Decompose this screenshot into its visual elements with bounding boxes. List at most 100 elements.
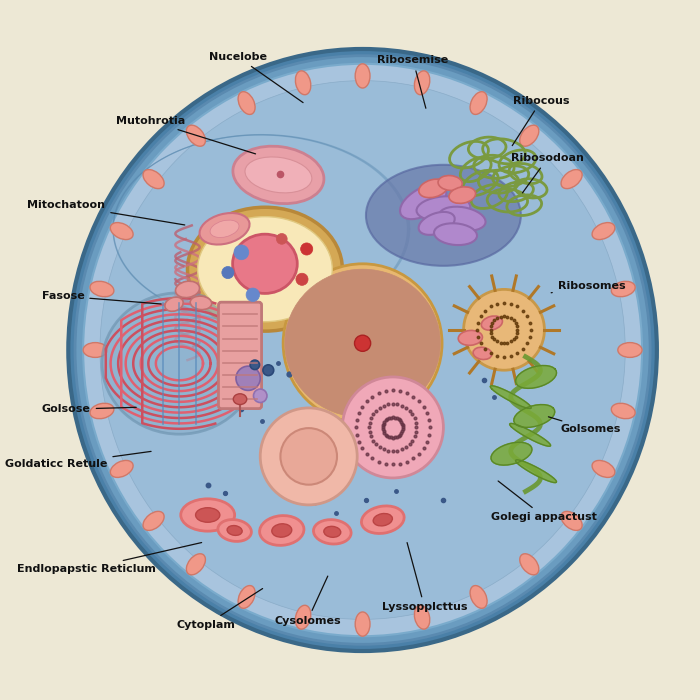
Text: Golsose: Golsose	[42, 405, 136, 414]
Text: Lyssopplcttus: Lyssopplcttus	[382, 542, 468, 612]
Ellipse shape	[195, 508, 220, 522]
Ellipse shape	[102, 293, 257, 434]
Ellipse shape	[561, 169, 582, 188]
Ellipse shape	[263, 365, 274, 376]
Text: Cytoplam: Cytoplam	[177, 589, 262, 630]
Ellipse shape	[323, 306, 402, 381]
Text: Endlopapstic Reticlum: Endlopapstic Reticlum	[17, 542, 202, 574]
Ellipse shape	[296, 273, 308, 286]
Ellipse shape	[327, 309, 398, 377]
Ellipse shape	[233, 394, 247, 405]
Ellipse shape	[373, 514, 393, 526]
Ellipse shape	[75, 56, 650, 644]
Ellipse shape	[250, 360, 260, 370]
Ellipse shape	[592, 461, 615, 477]
Ellipse shape	[355, 612, 370, 636]
Ellipse shape	[100, 80, 625, 620]
Ellipse shape	[470, 92, 487, 114]
Ellipse shape	[197, 217, 332, 322]
Text: Cysolomes: Cysolomes	[274, 576, 341, 626]
Ellipse shape	[611, 281, 635, 297]
Ellipse shape	[245, 157, 312, 193]
Ellipse shape	[143, 512, 164, 531]
Ellipse shape	[238, 586, 255, 608]
Ellipse shape	[482, 316, 503, 330]
Ellipse shape	[302, 286, 424, 401]
Polygon shape	[491, 442, 532, 465]
Ellipse shape	[463, 289, 545, 370]
FancyBboxPatch shape	[218, 302, 262, 409]
Ellipse shape	[357, 338, 368, 349]
Text: Fasose: Fasose	[41, 291, 161, 304]
Ellipse shape	[300, 243, 313, 255]
Ellipse shape	[353, 334, 372, 353]
Ellipse shape	[111, 461, 133, 477]
Ellipse shape	[210, 220, 239, 237]
Ellipse shape	[83, 342, 107, 358]
Text: Mitochatoon: Mitochatoon	[27, 200, 185, 225]
Text: Goldaticc Retule: Goldaticc Retule	[5, 452, 151, 470]
Ellipse shape	[272, 524, 292, 537]
Ellipse shape	[143, 169, 164, 188]
Ellipse shape	[314, 298, 411, 389]
Text: Ribosomes: Ribosomes	[551, 281, 625, 293]
Text: Ribocous: Ribocous	[512, 96, 569, 146]
Ellipse shape	[366, 164, 521, 266]
Ellipse shape	[298, 281, 428, 405]
Ellipse shape	[318, 302, 407, 385]
Ellipse shape	[473, 347, 492, 360]
Ellipse shape	[561, 512, 582, 531]
Ellipse shape	[90, 403, 114, 419]
Text: Nucelobe: Nucelobe	[209, 52, 303, 103]
Ellipse shape	[186, 125, 205, 146]
Text: Ribosodoan: Ribosodoan	[511, 153, 584, 193]
Ellipse shape	[355, 64, 370, 88]
Ellipse shape	[208, 238, 248, 262]
Ellipse shape	[342, 377, 443, 478]
Ellipse shape	[281, 428, 337, 484]
Ellipse shape	[234, 245, 248, 260]
Ellipse shape	[227, 526, 242, 536]
Ellipse shape	[188, 207, 342, 331]
Ellipse shape	[246, 288, 260, 302]
Ellipse shape	[361, 506, 404, 533]
Polygon shape	[514, 405, 555, 428]
Ellipse shape	[90, 281, 114, 297]
Ellipse shape	[293, 277, 432, 409]
Ellipse shape	[414, 606, 430, 629]
Ellipse shape	[289, 273, 436, 413]
Ellipse shape	[434, 223, 477, 245]
Text: Golsomes: Golsomes	[548, 416, 620, 435]
Text: Golegi appactust: Golegi appactust	[491, 481, 597, 522]
Ellipse shape	[199, 213, 250, 244]
Ellipse shape	[324, 526, 341, 538]
Ellipse shape	[306, 289, 419, 397]
Ellipse shape	[238, 92, 255, 114]
Ellipse shape	[285, 270, 440, 417]
Ellipse shape	[295, 606, 311, 629]
Ellipse shape	[83, 64, 642, 636]
Text: Mutohrotia: Mutohrotia	[116, 116, 256, 154]
Ellipse shape	[336, 318, 389, 369]
Ellipse shape	[69, 49, 657, 651]
Ellipse shape	[419, 179, 448, 197]
Polygon shape	[510, 424, 551, 447]
Ellipse shape	[276, 234, 287, 244]
Polygon shape	[515, 460, 557, 482]
Ellipse shape	[520, 125, 539, 146]
Ellipse shape	[111, 223, 133, 239]
Ellipse shape	[233, 146, 324, 204]
Ellipse shape	[354, 335, 371, 351]
Ellipse shape	[310, 293, 415, 393]
Ellipse shape	[458, 330, 482, 345]
Ellipse shape	[400, 185, 447, 219]
Ellipse shape	[190, 296, 211, 309]
Ellipse shape	[349, 330, 377, 357]
Ellipse shape	[218, 519, 251, 541]
Ellipse shape	[186, 554, 205, 575]
Ellipse shape	[222, 267, 234, 279]
Ellipse shape	[260, 516, 304, 545]
Ellipse shape	[295, 71, 311, 94]
Ellipse shape	[419, 212, 455, 235]
Ellipse shape	[232, 234, 298, 293]
